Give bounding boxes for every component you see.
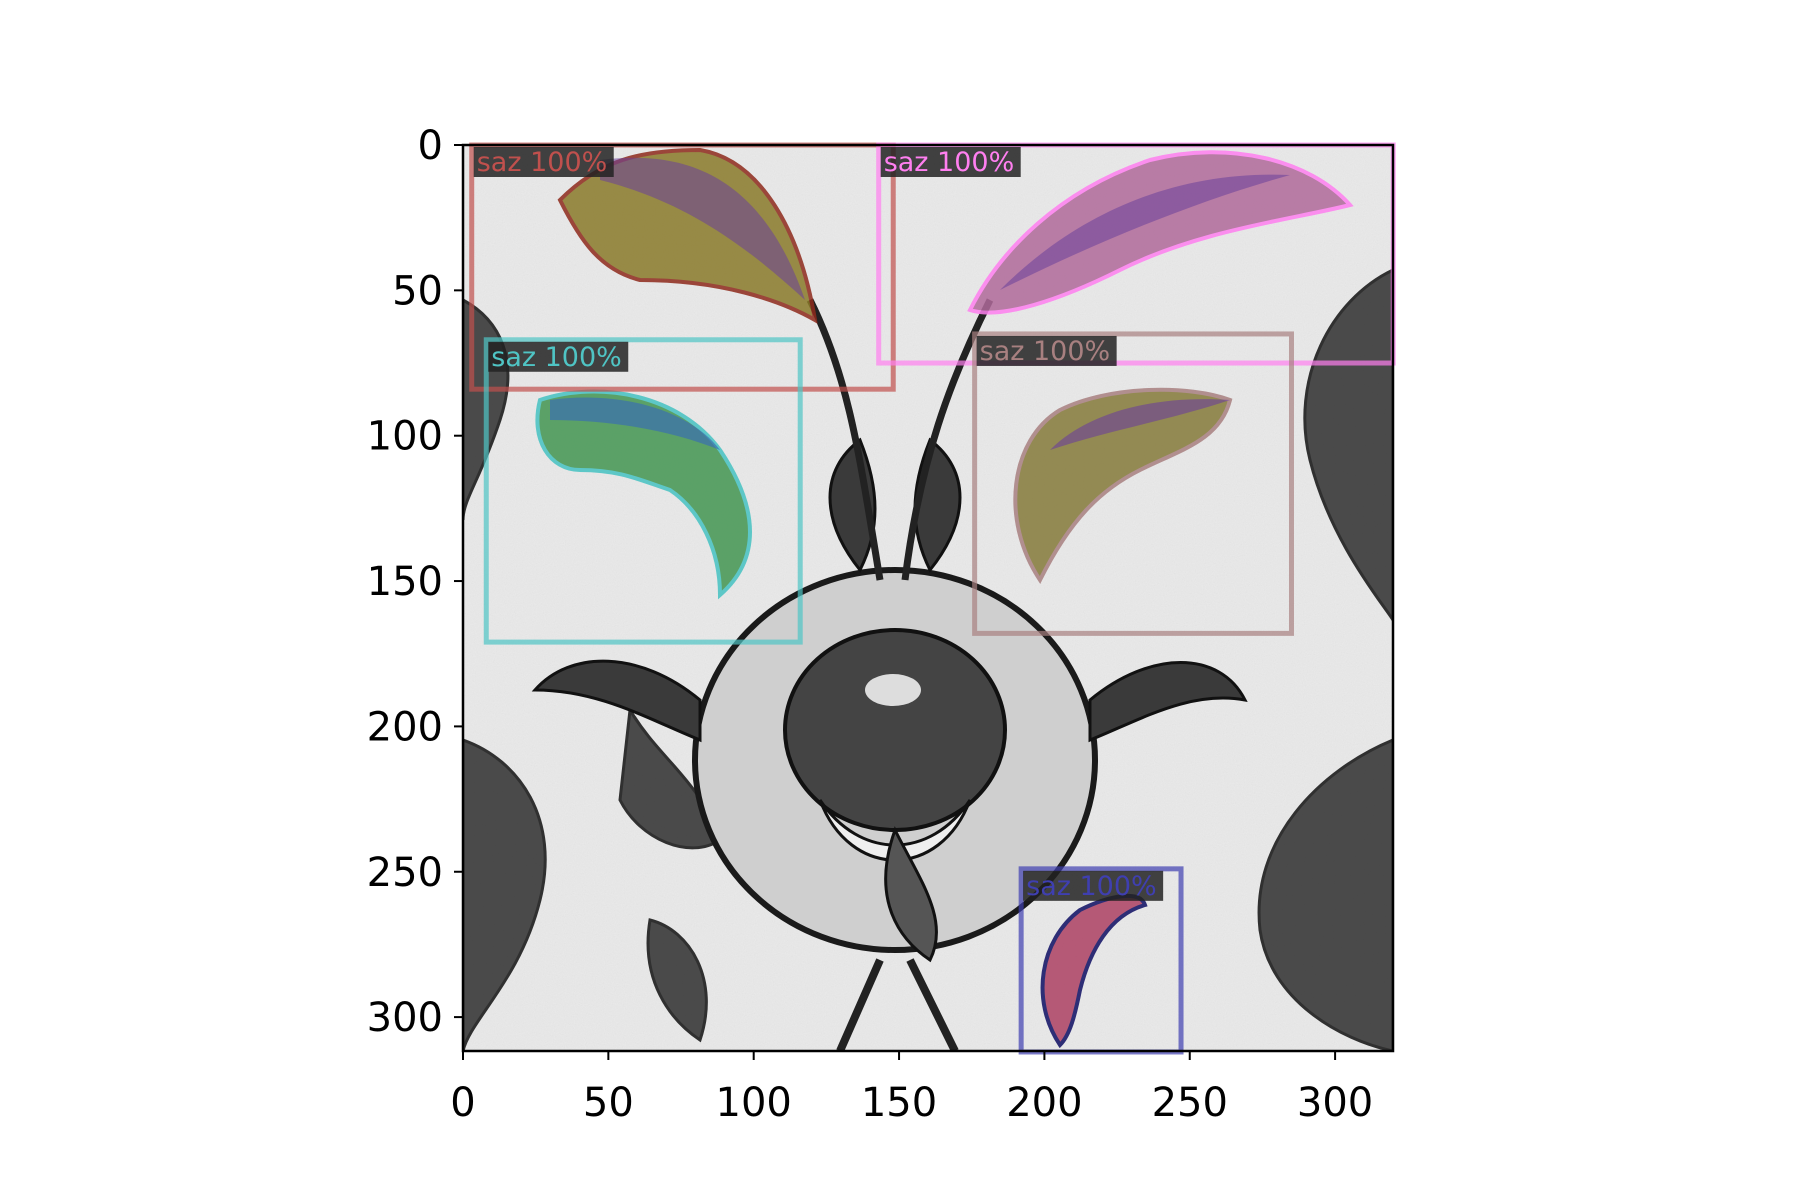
y-tick-label: 250 — [367, 850, 443, 896]
y-tick-label: 0 — [418, 123, 443, 169]
y-tick-label: 150 — [367, 559, 443, 605]
x-axis: 0 50 100 150 200 250 300 — [450, 1051, 1373, 1126]
x-tick-label: 100 — [716, 1080, 792, 1126]
x-tick-label: 0 — [450, 1080, 475, 1126]
detection-label: saz 100% — [477, 147, 608, 178]
y-tick-label: 200 — [367, 704, 443, 750]
x-tick-label: 250 — [1152, 1080, 1228, 1126]
tile-image — [463, 145, 1393, 1051]
y-tick-label: 50 — [392, 268, 443, 314]
detection-label: saz 100% — [980, 336, 1111, 367]
detection-label: saz 100% — [884, 147, 1015, 178]
detection-label: saz 100% — [1026, 871, 1157, 902]
detection-label: saz 100% — [491, 342, 622, 373]
x-tick-label: 50 — [583, 1080, 634, 1126]
x-tick-label: 200 — [1006, 1080, 1082, 1126]
y-axis: 0 50 100 150 200 250 300 — [367, 123, 463, 1041]
y-tick-label: 300 — [367, 995, 443, 1041]
x-tick-label: 150 — [861, 1080, 937, 1126]
x-tick-label: 300 — [1297, 1080, 1373, 1126]
y-tick-label: 100 — [367, 414, 443, 460]
